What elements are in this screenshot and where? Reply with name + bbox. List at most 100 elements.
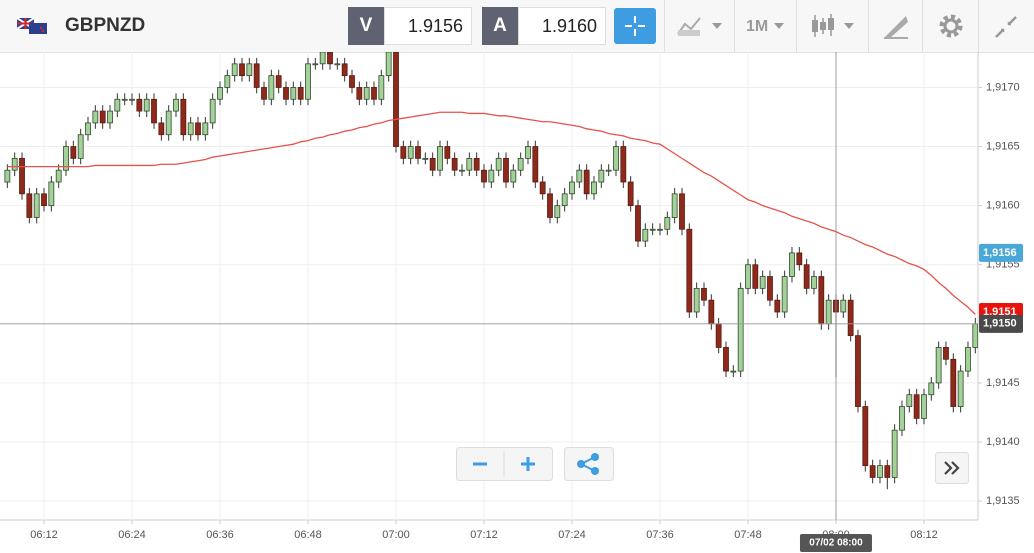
candle-body [591, 181, 597, 195]
candle-body [715, 323, 722, 348]
buy-price[interactable]: 1.9160 [518, 7, 606, 45]
candle-body [415, 146, 421, 159]
candle-body [811, 276, 817, 289]
candle-body [239, 63, 245, 77]
candle-body [803, 264, 810, 289]
candle-body [136, 98, 143, 112]
candle-body [92, 110, 99, 124]
candle-body [635, 205, 641, 242]
candle-body [224, 75, 231, 88]
separator [796, 0, 797, 52]
candle-body [525, 146, 531, 159]
crosshair-button[interactable] [614, 8, 656, 44]
candle-body [143, 98, 150, 112]
price-marker-label: 1,9150 [983, 318, 1017, 330]
share-button[interactable] [564, 447, 614, 481]
candle-body [517, 157, 524, 171]
candle-body [26, 193, 33, 218]
candle-body [745, 264, 751, 289]
candle-body [539, 181, 546, 195]
candle-body [855, 335, 861, 407]
candle-body [11, 157, 18, 171]
price-marker-label: 1,9156 [983, 247, 1017, 259]
candle-body [407, 146, 414, 159]
candle-body [55, 169, 62, 183]
candle-body [305, 63, 311, 100]
candle-body [503, 157, 509, 183]
timeframe-arrow[interactable] [772, 14, 788, 38]
candle-body [63, 146, 69, 171]
candle-body [576, 169, 583, 183]
candle-body [48, 181, 55, 207]
candle-body [400, 146, 407, 159]
candle-body [965, 347, 971, 372]
price-marker [979, 243, 1023, 262]
candle-body [158, 122, 165, 136]
candle-body [928, 382, 935, 396]
candle-body [657, 228, 663, 231]
y-tick-label: 1,9140 [986, 436, 1020, 448]
candle-body [627, 181, 634, 207]
candle-body [935, 347, 942, 384]
sell-label[interactable]: V [348, 7, 384, 45]
candle-body [385, 52, 392, 77]
candle-body [466, 157, 473, 171]
candle-body [767, 276, 773, 301]
candle-body [891, 429, 898, 478]
candle-body [451, 157, 458, 171]
candle-body [202, 122, 209, 136]
candle-body [913, 394, 920, 419]
timeframe[interactable]: 1M [746, 18, 769, 35]
candle-body [70, 146, 77, 159]
chart-type-button[interactable] [676, 14, 726, 38]
candle-body [459, 169, 465, 172]
candle-body [363, 87, 370, 100]
plot [0, 52, 978, 520]
settings-button[interactable] [938, 13, 964, 39]
candle-body [547, 193, 553, 218]
candle-body [334, 63, 341, 66]
candle-type-button[interactable] [810, 12, 860, 40]
candle-body [195, 122, 201, 136]
candle-body [510, 169, 517, 183]
x-tick-label: 06:36 [206, 529, 234, 541]
sell-price[interactable]: 1.9156 [384, 7, 472, 45]
candle-body [253, 63, 260, 88]
candle-body [921, 394, 927, 419]
candle-body [671, 193, 678, 218]
zoom-controls [456, 447, 553, 481]
candle-body [429, 157, 436, 171]
candle-body [561, 193, 568, 207]
crosshair-label-box [799, 534, 872, 552]
candle-body [129, 98, 135, 101]
candle-body [378, 75, 385, 100]
draw-tool-button[interactable] [882, 12, 910, 40]
candle-body [642, 228, 649, 242]
candle-body [173, 98, 179, 112]
candle-body [569, 181, 575, 195]
price-marker [979, 314, 1023, 333]
candle-body [473, 157, 480, 171]
x-tick-label: 07:36 [646, 529, 674, 541]
zoom-in[interactable] [521, 457, 535, 471]
candle-body [796, 252, 803, 266]
collapse-button[interactable] [993, 14, 1019, 40]
buy-label[interactable]: A [482, 7, 518, 45]
crosshair-label: 07/02 08:00 [809, 538, 863, 549]
candle-body [327, 52, 333, 65]
y-tick-label: 1,9165 [986, 140, 1020, 152]
candle-body [77, 134, 84, 159]
candle-body [583, 169, 590, 195]
scroll-latest-button[interactable] [935, 452, 969, 484]
candle-body [488, 169, 495, 183]
candle-body [730, 370, 737, 373]
separator [922, 0, 923, 52]
candle-body [899, 406, 905, 431]
candle-body [723, 347, 729, 372]
y-tick-label: 1,9160 [986, 200, 1020, 212]
candle-body [312, 63, 319, 66]
candle-body [818, 276, 825, 325]
candle-body [85, 122, 91, 136]
candle-body [217, 87, 223, 100]
candle-body [686, 228, 693, 313]
